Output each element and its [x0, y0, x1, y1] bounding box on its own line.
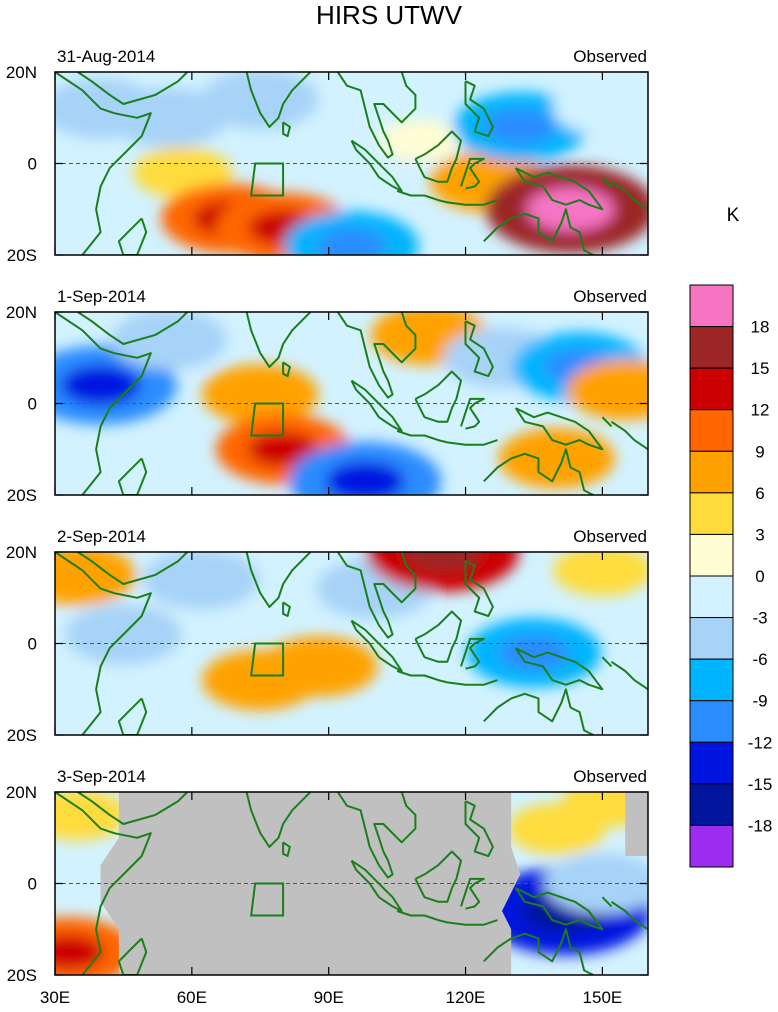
y-tick-label: 20N — [6, 63, 37, 82]
panel-date: 31-Aug-2014 — [57, 47, 155, 66]
panel-label: Observed — [573, 47, 647, 66]
anomaly-blob — [552, 82, 648, 135]
anomaly-blob — [110, 312, 228, 370]
panel-label: Observed — [573, 767, 647, 786]
y-tick-label: 20N — [6, 303, 37, 322]
colorbar-swatch — [689, 409, 734, 452]
anomaly-blob — [552, 552, 648, 596]
colorbar-swatch — [689, 575, 734, 619]
y-tick-label: 0 — [28, 395, 37, 414]
anomaly-core — [316, 228, 387, 255]
panel-2: 1-Sep-2014 Observed 20N 0 20S — [6, 287, 649, 505]
x-tick-label: 120E — [446, 988, 486, 1007]
x-tick-label: 60E — [177, 988, 207, 1007]
colorbar-label: 6 — [755, 484, 764, 503]
colorbar-swatch — [689, 284, 734, 328]
anomaly-core — [403, 552, 483, 572]
y-tick-label: 0 — [28, 875, 37, 894]
panel-field — [55, 72, 648, 255]
anomaly-blob — [566, 359, 648, 421]
colorbar: 18 15 12 9 6 3 0 -3 -6 -9 -12 -15 -18 — [689, 284, 773, 868]
panels: 31-Aug-2014 Observed 20N 0 20S 1-Sep-2014 Obse… — [6, 47, 649, 985]
coastlines — [55, 312, 648, 495]
colorbar-swatch — [689, 658, 734, 702]
y-tick-label: 20S — [7, 726, 37, 745]
anomaly-blob — [201, 72, 319, 130]
panel-3: 2-Sep-2014 Observed 20N 0 20S — [6, 527, 649, 745]
colorbar-swatch — [689, 783, 734, 826]
y-tick-label: 20S — [7, 246, 37, 265]
colorbar-label: 3 — [755, 525, 764, 544]
x-tick-label: 150E — [583, 988, 623, 1007]
panel-date: 3-Sep-2014 — [57, 767, 146, 786]
colorbar-label: 9 — [755, 442, 764, 461]
panel-field — [55, 312, 648, 495]
colorbar-swatch — [689, 741, 734, 785]
colorbar-swatch — [689, 824, 734, 868]
colorbar-swatch — [689, 326, 734, 369]
panel-1: 31-Aug-2014 Observed 20N 0 20S — [6, 47, 649, 265]
y-tick-label: 20N — [6, 783, 37, 802]
x-tick-label: 30E — [40, 988, 70, 1007]
colorbar-label: 18 — [751, 318, 770, 337]
anomaly-core — [248, 431, 318, 467]
chart-title: HIRS UTWV — [316, 0, 463, 30]
colorbar-label: -18 — [748, 816, 773, 835]
panel-date: 2-Sep-2014 — [57, 527, 146, 546]
colorbar-swatch — [689, 367, 734, 411]
colorbar-label: 15 — [751, 359, 770, 378]
panel-4: 3-Sep-2014 Observed 20N 0 20S — [6, 767, 649, 985]
y-tick-label: 0 — [28, 155, 37, 174]
panel-date: 1-Sep-2014 — [57, 287, 146, 306]
colorbar-swatch — [689, 450, 734, 494]
colorbar-label: -6 — [752, 650, 767, 669]
anomaly-core — [61, 365, 141, 405]
anomaly-blob — [142, 552, 260, 610]
anomaly-core — [499, 635, 569, 671]
panel-label: Observed — [573, 287, 647, 306]
x-tick-label: 90E — [314, 988, 344, 1007]
colorbar-label: 12 — [751, 401, 770, 420]
panel-field — [55, 792, 648, 975]
y-tick-label: 20N — [6, 543, 37, 562]
y-tick-label: 0 — [28, 635, 37, 654]
colorbar-swatch — [689, 492, 734, 535]
x-axis: 30E 60E 90E 120E 150E — [40, 988, 622, 1007]
colorbar-swatch — [689, 533, 734, 577]
anomaly-blob — [379, 119, 461, 162]
anomaly-core — [526, 187, 615, 232]
anomaly-blob — [201, 364, 319, 425]
anomaly-blob — [110, 87, 228, 148]
colorbar-swatch — [689, 700, 734, 743]
coastlines — [55, 72, 648, 255]
anomaly-blob — [261, 636, 378, 697]
colorbar-label: -9 — [752, 692, 767, 711]
colorbar-label: -3 — [752, 609, 767, 628]
anomaly-core — [55, 934, 104, 970]
panel-label: Observed — [573, 527, 647, 546]
anomaly-core — [325, 461, 405, 495]
colorbar-label: -15 — [748, 775, 773, 794]
anomaly-blob — [498, 428, 616, 489]
y-tick-label: 20S — [7, 486, 37, 505]
colorbar-label: 0 — [755, 567, 764, 586]
y-tick-label: 20S — [7, 966, 37, 985]
anomaly-core — [485, 109, 556, 145]
colorbar-units: K — [727, 205, 740, 226]
colorbar-swatch — [689, 617, 734, 660]
colorbar-label: -12 — [748, 733, 773, 752]
